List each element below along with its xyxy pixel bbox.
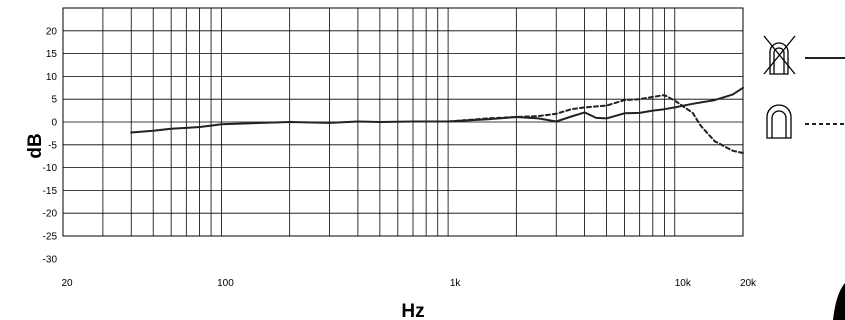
y-tick-labels: 20 15 10 5 0 -5 -10 -15 -20 -25 -30 [43,26,58,265]
y-axis-label: dB [25,133,46,158]
x-tick-label: 10k [675,278,692,289]
x-tick-label: 20 [61,278,73,289]
y-tick-label: -25 [43,232,58,243]
y-tick-label: 15 [46,49,58,60]
y-tick-label: -20 [43,209,58,220]
y-tick-label: 10 [46,72,58,83]
legend-item-dashed [766,104,845,139]
x-axis-label: Hz [401,301,424,320]
series-line-dashed [447,94,744,154]
crossed-out-windscreen-icon [763,35,796,75]
y-tick-label: -15 [43,186,58,197]
corner-shape [833,283,845,320]
y-tick-label: 20 [46,26,58,37]
plot-frame [62,7,744,237]
y-tick-label: 0 [51,118,57,129]
x-tick-label: 20k [740,278,757,289]
y-tick-label: -30 [43,254,58,265]
y-tick-label: -10 [43,163,58,174]
series-line-solid [130,86,744,134]
y-tick-label: 5 [51,95,57,106]
series-layer [130,86,744,154]
legend [763,35,845,139]
y-tick-label: -5 [48,140,57,151]
legend-item-solid [763,35,845,75]
windscreen-icon [766,104,792,139]
x-tick-labels: 20 100 1k 10k 20k [61,278,757,289]
x-tick-label: 100 [217,278,234,289]
x-tick-label: 1k [450,278,462,289]
